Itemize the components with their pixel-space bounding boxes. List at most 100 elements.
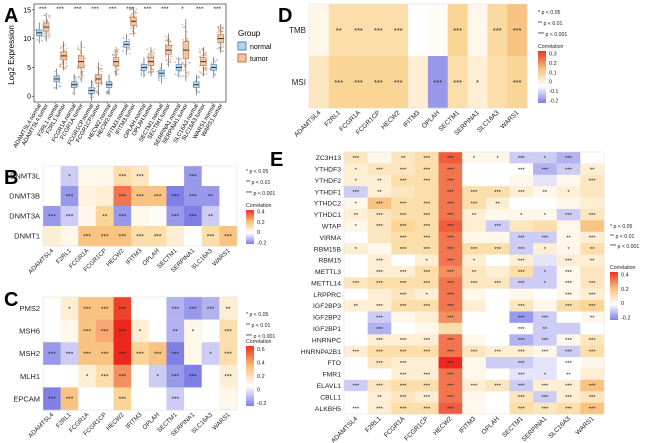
data-point <box>94 87 96 90</box>
cell-significance: *** <box>589 293 597 299</box>
column-label: FCGR1A <box>383 415 407 439</box>
cell-significance: *** <box>565 293 573 299</box>
heatmap-cell <box>533 357 558 369</box>
cell-significance: *** <box>471 281 479 287</box>
data-point <box>200 71 203 74</box>
heatmap-cell <box>462 311 487 324</box>
color-legend-tick: -0.2 <box>621 316 630 322</box>
heatmap-cell <box>509 300 534 312</box>
cell-significance: *** <box>518 304 526 310</box>
heatmap-cell <box>438 197 463 210</box>
color-legend-tick: 0.2 <box>621 287 629 293</box>
cell-significance: *** <box>154 351 162 358</box>
cell-significance: *** <box>376 304 384 310</box>
heatmap-cell <box>414 379 439 392</box>
color-legend-bar <box>610 272 618 320</box>
cell-significance: *** <box>376 224 384 230</box>
row-label: MSI <box>292 78 306 87</box>
data-point <box>174 61 177 63</box>
row-label: ALKBH5 <box>315 406 341 413</box>
heatmap-cell <box>414 345 439 358</box>
heatmap-cell <box>556 311 581 324</box>
data-point <box>185 75 188 78</box>
cell-significance: *** <box>224 351 232 358</box>
data-point <box>129 7 132 10</box>
cell-significance: *** <box>565 213 573 219</box>
heatmap-cell <box>414 300 439 312</box>
heatmap-cell <box>485 277 510 289</box>
cell-significance: *** <box>189 173 197 180</box>
cell-significance: *** <box>400 338 408 344</box>
cell-significance: *** <box>447 236 455 242</box>
data-point <box>163 77 166 80</box>
heatmap-cell <box>131 206 150 227</box>
panel-a-ytick-label: 0 <box>27 94 31 101</box>
data-point <box>134 32 137 34</box>
heatmap-cell <box>60 319 79 343</box>
column-label: SLC16A3 <box>476 109 501 134</box>
cell-significance: *** <box>433 78 442 87</box>
data-point <box>198 48 201 50</box>
data-point <box>129 15 131 17</box>
heatmap-cell <box>580 379 605 392</box>
cell-significance: *** <box>171 193 179 200</box>
cell-significance: * <box>156 374 159 381</box>
heatmap-cell <box>148 364 167 388</box>
heatmap-cell <box>391 300 416 312</box>
heatmap-cell <box>509 243 534 255</box>
heatmap-cell <box>580 345 605 358</box>
heatmap-cell <box>580 186 605 198</box>
cell-significance: ** <box>495 201 500 207</box>
cell-significance: *** <box>423 236 431 242</box>
heatmap-cell <box>166 364 185 388</box>
panel-c-heatmap: * *** *** *** *** *** *** ***** *** *** * ** * ******… <box>13 296 238 440</box>
heatmap-cell <box>184 226 203 247</box>
heatmap-cell <box>391 197 416 210</box>
heatmap-cell <box>509 208 534 221</box>
significance-label: *** <box>109 6 117 13</box>
heatmap-cell <box>388 4 409 57</box>
data-point <box>222 46 225 49</box>
data-point <box>185 71 188 74</box>
data-point <box>81 74 84 77</box>
cell-significance: *** <box>423 247 431 253</box>
heatmap-cell <box>78 186 97 207</box>
cell-significance: *** <box>518 407 526 413</box>
row-label: ELAVL1 <box>317 383 342 390</box>
heatmap-cell <box>414 265 439 278</box>
data-point <box>81 72 84 75</box>
heatmap-cell <box>507 56 528 109</box>
data-point <box>147 54 150 57</box>
cell-significance: *** <box>513 26 522 35</box>
data-point <box>54 70 56 73</box>
cell-significance: *** <box>518 247 526 253</box>
data-point <box>76 47 79 50</box>
cell-significance: * <box>355 167 358 173</box>
data-point <box>150 68 153 71</box>
cell-significance: *** <box>518 361 526 367</box>
panel-a-y-ticks: 0 5 10 15 <box>23 7 34 101</box>
heatmap-cell <box>414 152 439 164</box>
heatmap-cell <box>43 364 61 388</box>
heatmap-cell <box>95 297 114 320</box>
cell-significance: *** <box>565 361 573 367</box>
data-point <box>198 75 200 78</box>
color-legend-tick: 0 <box>549 80 552 86</box>
cell-significance: ** <box>354 304 359 310</box>
data-point <box>91 81 94 83</box>
data-point <box>81 70 83 73</box>
data-point <box>136 11 138 14</box>
color-legend-tick: 0.4 <box>257 361 265 367</box>
heatmap-cell <box>344 243 368 255</box>
data-point <box>96 92 99 95</box>
data-point <box>203 54 206 56</box>
cell-significance: *** <box>189 374 197 381</box>
heatmap-cell <box>78 297 97 320</box>
row-label: FMR1 <box>322 372 341 379</box>
data-point <box>199 51 201 54</box>
heatmap-cell <box>556 231 581 244</box>
data-point <box>182 38 184 41</box>
data-point <box>176 73 179 76</box>
